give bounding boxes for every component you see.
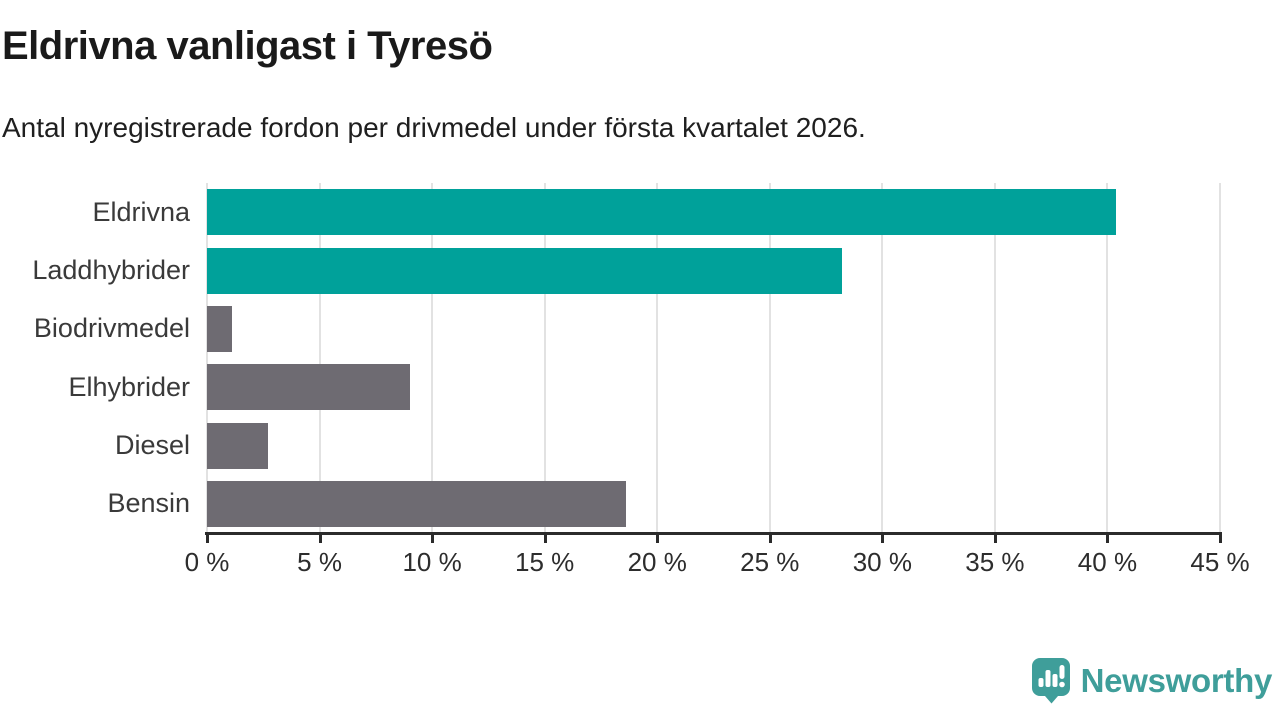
bar-biodrivmedel (207, 305, 232, 352)
gridline-0 (206, 183, 208, 533)
gridline-30 (881, 183, 884, 533)
x-tick-20 (656, 532, 660, 543)
newsworthy-logo: Newsworthy (1031, 657, 1272, 704)
x-tick-label-10: 10 % (402, 547, 462, 577)
x-tick-label-15: 15 % (515, 547, 575, 577)
x-tick-5 (318, 532, 322, 543)
x-tick-label-45: 45 % (1190, 547, 1250, 577)
x-tick-0 (206, 532, 209, 543)
x-tick-40 (1106, 532, 1110, 543)
gridline-15 (543, 183, 546, 533)
gridline-45 (1219, 183, 1221, 533)
x-tick-label-25: 25 % (740, 547, 800, 577)
bar-eldrivna (207, 189, 1117, 236)
gridline-40 (1106, 183, 1109, 533)
x-tick-15 (543, 532, 547, 543)
x-tick-label-20: 20 % (627, 547, 687, 577)
x-tick-label-5: 5 % (297, 547, 342, 577)
x-tick-30 (881, 532, 885, 543)
gridline-20 (656, 183, 659, 533)
newsworthy-bubble-icon (1031, 658, 1070, 704)
category-label-eldrivna: Eldrivna (92, 196, 190, 227)
category-label-elhybrider: Elhybrider (68, 371, 190, 402)
category-axis: Eldrivna Laddhybrider Biodrivmedel Elhybrid… (0, 183, 190, 533)
bar-elhybrider (207, 364, 410, 411)
x-tick-label-40: 40 % (1077, 547, 1138, 577)
bar-diesel (207, 422, 268, 469)
gridline-5 (318, 183, 321, 533)
x-tick-45 (1219, 532, 1222, 543)
x-axis-line (205, 532, 1222, 535)
x-tick-label-35: 35 % (965, 547, 1025, 577)
category-label-biodrivmedel: Biodrivmedel (33, 313, 190, 344)
category-label-laddhybrider: Laddhybrider (32, 254, 190, 285)
gridline-35 (993, 183, 996, 533)
x-tick-label-30: 30 % (852, 547, 912, 577)
x-tick-25 (768, 532, 772, 543)
chart-subtitle: Antal nyregistrerade fordon per drivmede… (2, 112, 866, 143)
category-label-diesel: Diesel (114, 429, 190, 460)
plot-area (206, 183, 1221, 533)
x-tick-35 (993, 532, 997, 543)
category-label-bensin: Bensin (107, 488, 190, 519)
x-tick-label-0: 0 % (184, 547, 230, 577)
brand-name: Newsworthy (1080, 661, 1273, 699)
gridline-10 (431, 183, 434, 533)
chart-title: Eldrivna vanligast i Tyresö (2, 24, 493, 68)
bar-bensin (207, 480, 626, 527)
gridline-25 (768, 183, 771, 533)
bar-laddhybrider (207, 247, 842, 294)
x-tick-10 (431, 532, 435, 543)
